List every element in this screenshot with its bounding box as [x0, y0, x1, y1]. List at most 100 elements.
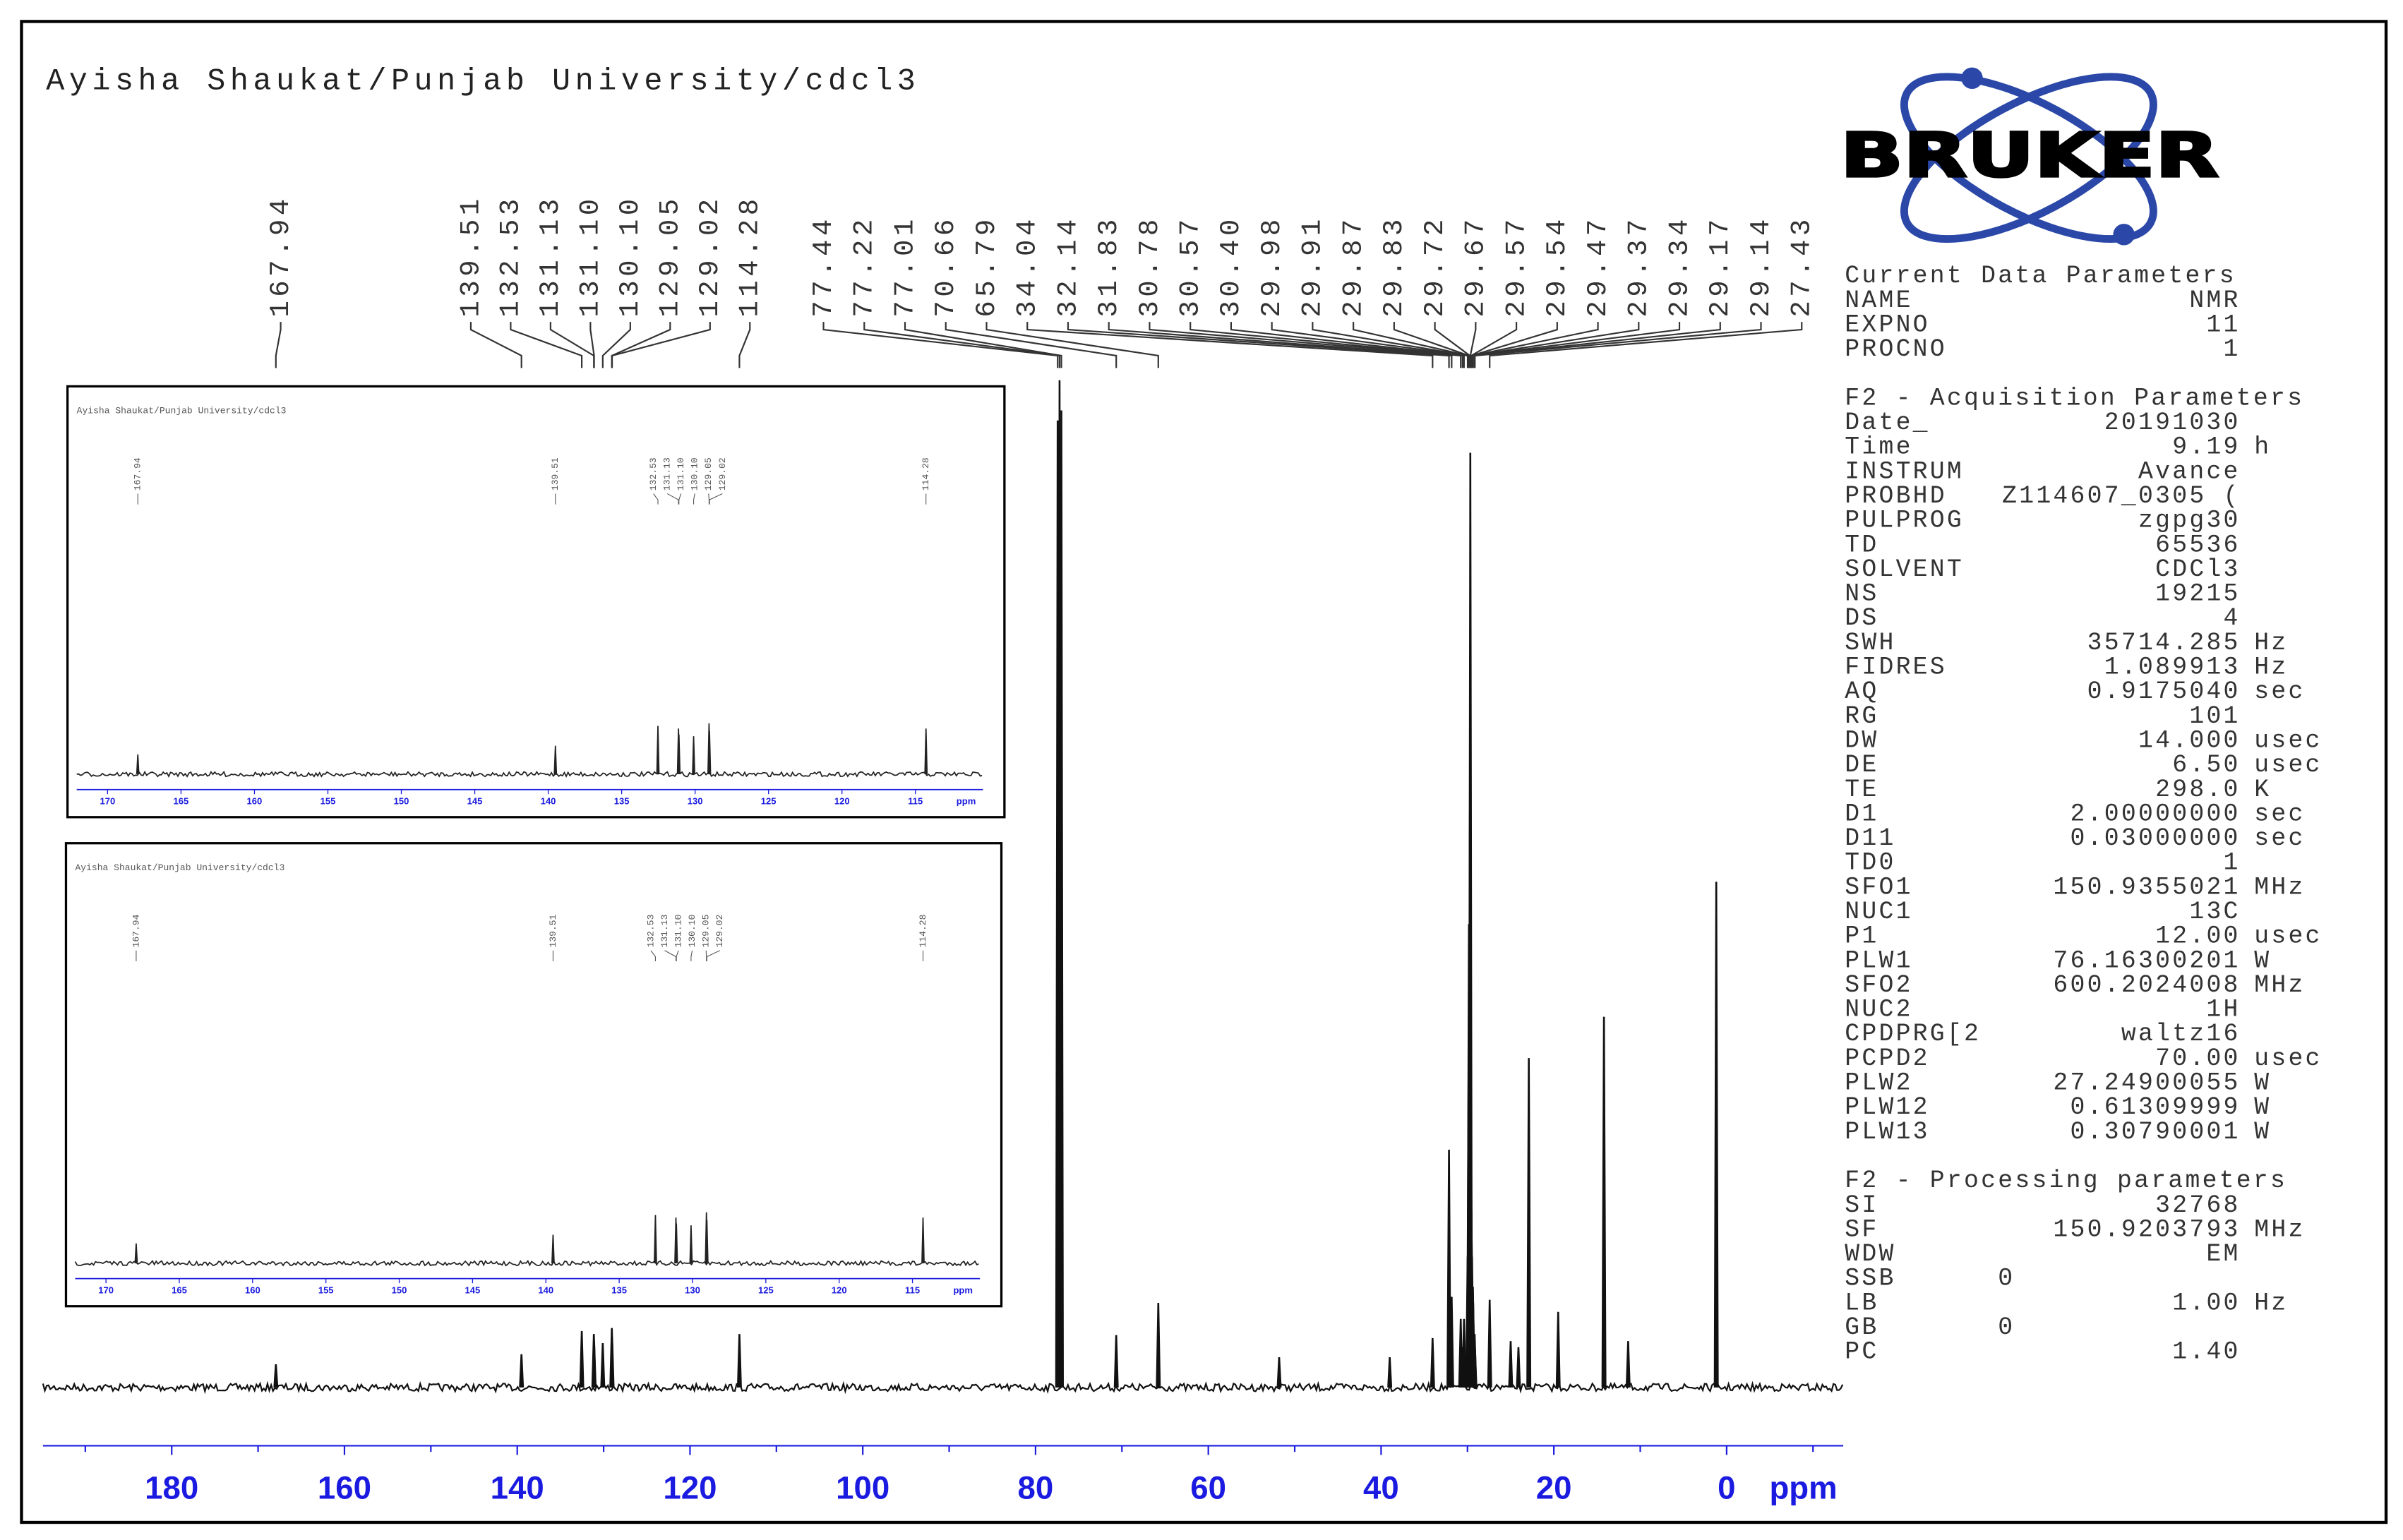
inset-peak-label: 139.51 — [550, 457, 561, 491]
parameter-name: PULPROG — [1845, 507, 1964, 535]
inset-x-tick-label: 125 — [761, 796, 777, 807]
peak-label: 65.79 — [971, 215, 1002, 317]
peak-label: 29.54 — [1541, 215, 1573, 317]
parameter-value: EM — [2206, 1241, 2240, 1268]
peak — [609, 1337, 615, 1388]
peak-label: 29.47 — [1582, 215, 1614, 317]
parameter-name: PLW1 — [1845, 947, 1912, 975]
inset-peak — [136, 754, 140, 775]
parameter-value: 150.9355021 — [2053, 874, 2240, 901]
peak-label: 30.78 — [1134, 215, 1165, 317]
parameter-unit: h — [2254, 434, 2271, 462]
inset-peak — [921, 1217, 925, 1263]
peak-leader — [1149, 322, 1462, 368]
peak-leader — [863, 322, 1061, 368]
parameter-name: PLW12 — [1845, 1094, 1930, 1121]
parameter-value: 0 — [1998, 1265, 2015, 1293]
inset-peak — [707, 730, 712, 774]
parameter-name: SSB — [1845, 1265, 1895, 1293]
inset-peak-label: 114.28 — [921, 457, 931, 491]
inset-peak-label: 129.05 — [701, 915, 712, 948]
inset-x-tick-label: 155 — [318, 1285, 334, 1295]
parameter-value: 0.61309999 — [2071, 1094, 2241, 1121]
peak-leader — [275, 322, 282, 368]
peak — [1276, 1356, 1282, 1388]
peak-leader — [1489, 322, 1803, 368]
inset-x-tick-label: 140 — [538, 1285, 553, 1295]
parameter-name: SFO1 — [1845, 874, 1912, 901]
peak-leader — [589, 322, 595, 368]
parameter-value: 4 — [2224, 605, 2241, 632]
parameter-unit: sec — [2254, 678, 2305, 706]
parameter-value: 150.9203793 — [2053, 1216, 2240, 1244]
parameter-value: 0.03000000 — [2071, 825, 2241, 853]
peak-label: 130.10 — [614, 195, 646, 317]
parameter-name: SFO2 — [1845, 972, 1912, 999]
peak — [600, 1343, 606, 1388]
inset-x-tick-label: 165 — [174, 796, 189, 807]
parameter-unit: usec — [2254, 727, 2322, 754]
peak — [1516, 1347, 1521, 1388]
peak-label: 32.14 — [1052, 215, 1084, 317]
inset-peak — [705, 1220, 709, 1263]
inset-peak-leader — [709, 493, 723, 505]
peak-label: 77.22 — [849, 215, 880, 317]
parameter-unit: W — [2254, 947, 2271, 975]
peak-leader — [1393, 322, 1470, 368]
parameter-value: 32768 — [2155, 1192, 2241, 1220]
inset-x-tick-label: 145 — [465, 1285, 481, 1295]
inset-x-tick-label: 150 — [392, 1285, 407, 1295]
peak-leader — [469, 322, 522, 368]
inset-x-tick-label: 130 — [685, 1285, 700, 1295]
peak — [579, 1330, 585, 1388]
parameter-name: PC — [1845, 1339, 1878, 1366]
inset-peak-label: 130.10 — [690, 457, 700, 491]
inset-peak — [692, 736, 695, 774]
inset-peak-label: 167.94 — [133, 457, 143, 491]
parameter-value: waltz16 — [2121, 1021, 2241, 1048]
peak-label: 114.28 — [734, 195, 766, 317]
parameter-name: PLW13 — [1845, 1119, 1930, 1146]
parameter-name: PCPD2 — [1845, 1045, 1930, 1073]
x-axis-label: ppm — [1769, 1469, 1837, 1505]
parameter-value: 13C — [2189, 898, 2240, 926]
inset-peak — [551, 1234, 555, 1263]
peak-label: 29.37 — [1623, 215, 1655, 317]
peak-leader — [904, 322, 1062, 368]
peak-label: 29.87 — [1337, 215, 1369, 317]
peak-label: 29.57 — [1500, 215, 1532, 317]
parameter-unit: W — [2254, 1094, 2271, 1121]
inset-peak — [654, 1215, 657, 1263]
parameter-unit: MHz — [2254, 1216, 2305, 1244]
peak-label: 129.02 — [694, 195, 726, 317]
peak-label: 34.04 — [1012, 215, 1043, 317]
peak — [1113, 1335, 1119, 1388]
peak — [1625, 1341, 1631, 1388]
x-tick-label: 40 — [1363, 1469, 1399, 1505]
inset-peak-label: 131.10 — [673, 914, 684, 947]
peak — [273, 1364, 279, 1388]
parameter-value: 1.40 — [2172, 1339, 2240, 1366]
parameter-value: 20191030 — [2104, 409, 2241, 437]
parameter-value: zgpg30 — [2138, 507, 2241, 535]
inset-x-tick-label: 170 — [100, 796, 116, 807]
inset-frame — [66, 385, 1006, 819]
parameter-section-title: F2 - Processing parameters — [1845, 1167, 2287, 1195]
peak-label: 29.34 — [1663, 215, 1695, 317]
parameter-name: RG — [1845, 703, 1878, 730]
peak — [1449, 1297, 1454, 1388]
parameter-name: GB — [1845, 1314, 1878, 1342]
peak-label: 29.14 — [1745, 215, 1777, 317]
parameter-value: 0 — [1998, 1314, 2015, 1342]
logo-dot — [1961, 67, 1983, 89]
inset-x-tick-label: 130 — [688, 796, 703, 807]
parameter-value: 2.00000000 — [2071, 800, 2241, 828]
parameter-unit: MHz — [2254, 972, 2305, 999]
parameter-value: 298.0 — [2155, 776, 2241, 804]
inset-peak — [134, 1243, 138, 1263]
inset-x-tick-label: 115 — [908, 796, 923, 807]
inset-peak-leader — [676, 950, 679, 961]
peak-leader — [1067, 322, 1450, 368]
parameter-name: TD — [1845, 531, 1878, 559]
inset-peak-leader — [705, 950, 707, 961]
